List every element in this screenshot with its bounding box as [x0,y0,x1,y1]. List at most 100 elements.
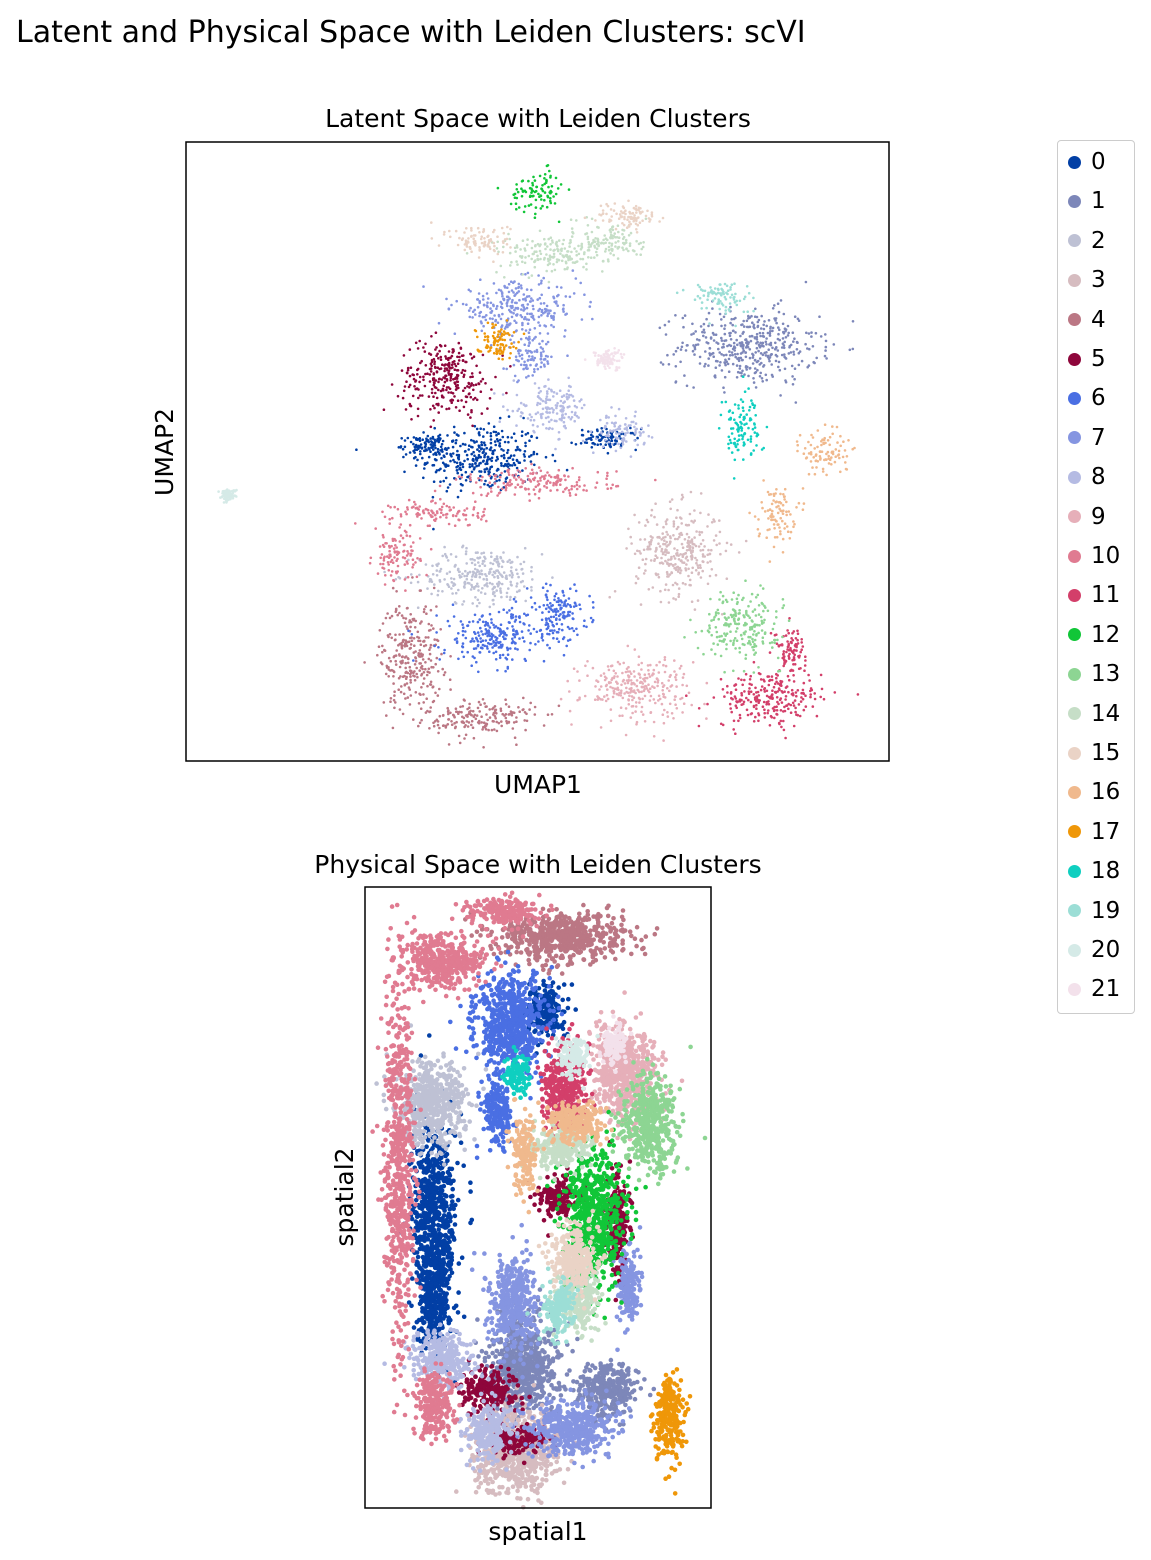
point-cluster-1 [774,319,777,322]
point-cluster-10 [490,490,493,493]
point-cluster-0 [511,458,515,461]
point-cluster-2 [491,582,494,586]
point-cluster-7 [564,313,567,316]
point-cluster-2 [515,582,519,585]
point-cluster-10 [404,589,407,592]
point-cluster-12 [513,192,517,196]
point-cluster-10 [395,550,399,553]
point-cluster-8 [555,406,558,410]
point-cluster-4 [414,619,418,623]
point-cluster-15 [477,256,481,259]
point-cluster-2 [484,583,488,586]
point-cluster-0 [533,463,536,467]
point-cluster-6 [525,614,528,617]
point-cluster-14 [496,240,500,244]
point-cluster-10 [615,470,618,473]
point-cluster-8 [534,412,538,416]
point-cluster-6 [438,658,442,661]
point-cluster-7 [550,316,553,320]
point-cluster-10 [393,537,396,541]
point-cluster-5 [428,380,432,383]
point-cluster-4 [408,621,411,624]
point-cluster-8 [522,403,526,406]
point-cluster-0 [529,460,533,463]
point-cluster-14 [603,234,606,237]
point-cluster-10 [383,515,387,519]
point-cluster-4 [469,709,473,713]
point-cluster-1 [704,336,708,339]
point-cluster-1 [776,302,780,306]
point-cluster-14 [566,266,569,269]
point-cluster-14 [497,250,500,254]
point-cluster-7 [568,295,572,299]
point-cluster-12 [528,195,532,198]
point-cluster-11 [790,641,793,645]
point-cluster-2 [491,573,495,577]
point-cluster-6 [460,650,464,654]
point-cluster-5 [451,348,455,351]
point-cluster-9 [599,698,602,701]
point-cluster-0 [449,453,453,457]
point-cluster-6 [461,642,465,645]
point-cluster-14 [530,246,534,250]
point-cluster-14 [617,236,621,239]
point-cluster-1 [714,366,718,370]
point-cluster-1 [791,331,795,335]
point-cluster-1 [745,325,749,329]
point-cluster-10 [399,523,403,526]
point-cluster-14 [581,257,585,261]
point-cluster-1 [659,361,663,364]
point-cluster-11 [737,719,740,723]
point-cluster-9 [634,701,638,704]
point-cluster-6 [568,638,572,641]
point-cluster-1 [693,345,697,349]
point-cluster-11 [752,704,756,708]
point-cluster-8 [617,442,620,446]
point-cluster-14 [547,237,550,241]
point-cluster-13 [738,651,742,654]
point-cluster-10 [568,494,572,497]
point-cluster-15 [483,243,487,247]
point-cluster-5 [430,335,433,338]
point-cluster-1 [738,364,742,368]
point-cluster-0 [481,460,485,463]
point-cluster-13 [775,610,778,613]
point-cluster-2 [496,574,500,578]
point-cluster-4 [405,682,409,685]
point-cluster-13 [725,618,728,621]
point-cluster-6 [508,621,511,624]
point-cluster-10 [415,575,419,579]
point-cluster-13 [754,614,758,617]
point-cluster-6 [557,640,561,643]
point-cluster-1 [729,305,732,309]
point-cluster-10 [438,484,442,488]
point-cluster-10 [402,543,406,547]
point-cluster-7 [477,292,481,295]
point-cluster-9 [620,689,623,692]
point-cluster-11 [757,719,760,723]
point-cluster-6 [499,628,502,631]
point-cluster-14 [596,239,600,243]
point-cluster-10 [389,574,393,577]
point-cluster-13 [717,617,720,621]
point-cluster-7 [564,329,567,332]
point-cluster-5 [431,404,435,408]
point-cluster-7 [499,289,503,292]
point-cluster-9 [629,679,633,682]
point-cluster-6 [511,613,515,617]
point-cluster-3 [653,515,656,519]
point-cluster-6 [476,640,480,643]
point-cluster-9 [621,696,625,700]
point-cluster-14 [533,250,536,253]
point-cluster-8 [568,393,571,397]
point-cluster-14 [575,253,578,257]
point-cluster-12 [541,204,544,208]
point-cluster-7 [471,316,474,319]
point-cluster-8 [592,451,595,455]
point-cluster-9 [593,698,597,701]
point-cluster-3 [699,511,702,515]
point-cluster-10 [404,510,407,514]
point-cluster-9 [618,691,621,695]
point-cluster-9 [662,739,665,742]
point-cluster-7 [506,325,509,329]
